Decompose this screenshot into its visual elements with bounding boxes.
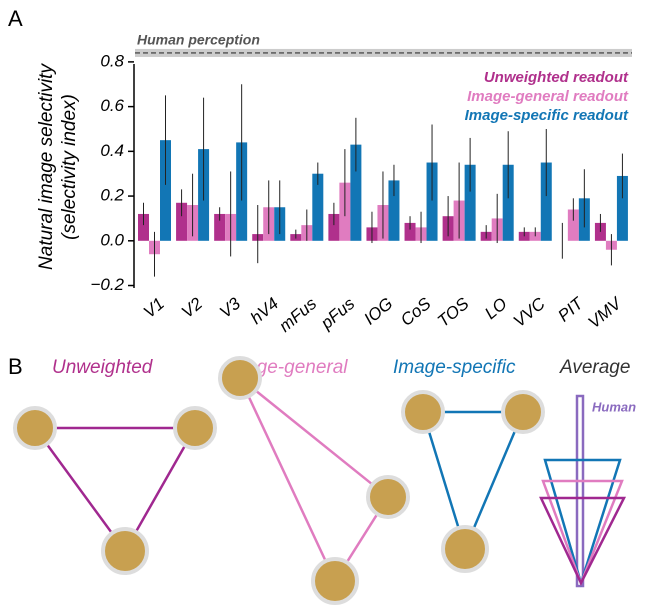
y-axis-label: Natural image selectivity xyxy=(36,63,57,270)
y-tick-label: 0.8 xyxy=(100,51,124,70)
y-tick-label: 0.4 xyxy=(100,141,124,160)
x-tick-label: V1 xyxy=(140,294,168,322)
x-tick-label: PIT xyxy=(554,293,588,326)
figure: A −0.2 0.0 0.2 0.4 0.6 0.8 Natural image selec… xyxy=(0,0,668,614)
x-tick-label: TOS xyxy=(434,294,473,331)
x-tick-label: V2 xyxy=(178,294,207,322)
y-tick-label: 0.2 xyxy=(100,186,124,205)
x-tick-label: IOG xyxy=(360,294,396,329)
y-axis-label: (selectivity index) xyxy=(59,94,80,240)
x-tick-label: LO xyxy=(481,294,511,323)
reference-label: Human perception xyxy=(137,32,260,48)
panel-title: Image-specific xyxy=(393,357,516,378)
panel-title: Unweighted xyxy=(52,357,154,378)
panel-label: A xyxy=(8,6,23,31)
x-tick-label: pFus xyxy=(316,294,358,334)
x-tick-label: mFus xyxy=(275,294,320,336)
x-tick-label: VVC xyxy=(510,293,550,330)
y-tick-label: 0.6 xyxy=(100,96,124,115)
panel-label: B xyxy=(8,354,23,379)
legend-entry: Image-specific readout xyxy=(465,107,629,124)
marker-label: Human xyxy=(592,399,636,414)
y-tick-label: −0.2 xyxy=(90,275,124,294)
legend-entry: Unweighted readout xyxy=(484,69,629,86)
panel-b: B Unweighted Image-general Image-specifi… xyxy=(8,354,636,603)
panel-title: Average xyxy=(559,357,630,378)
legend-entry: Image-general readout xyxy=(467,88,629,105)
x-tick-label: VMV xyxy=(584,293,626,332)
image-nodes xyxy=(15,358,543,603)
x-tick-label: CoS xyxy=(397,294,435,330)
bar-chart: −0.2 0.0 0.2 0.4 0.6 0.8 Natural image selecti… xyxy=(36,32,632,336)
y-tick-label: 0.0 xyxy=(100,230,124,249)
average-triangles xyxy=(541,396,624,586)
x-tick-label: V3 xyxy=(216,294,245,322)
